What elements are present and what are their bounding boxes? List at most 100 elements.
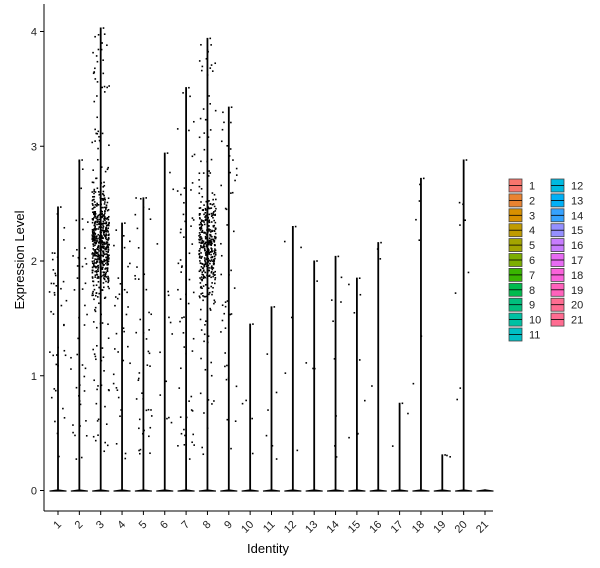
data-point <box>107 234 110 237</box>
data-point <box>105 206 107 209</box>
data-point <box>209 291 211 294</box>
data-point <box>206 226 209 228</box>
data-point <box>94 310 97 313</box>
data-point <box>76 277 79 279</box>
data-point <box>211 70 214 72</box>
data-point <box>199 262 202 264</box>
data-point <box>106 257 109 260</box>
data-point <box>96 273 98 276</box>
data-point <box>97 434 99 436</box>
data-point <box>107 246 110 248</box>
data-point <box>104 170 107 173</box>
data-point <box>209 240 211 243</box>
data-point <box>108 287 110 290</box>
data-point <box>226 145 229 147</box>
data-point <box>107 279 110 281</box>
data-point <box>454 292 457 294</box>
data-point <box>206 245 208 248</box>
data-point <box>209 129 212 131</box>
x-tick-label: 1 <box>51 519 64 532</box>
data-point <box>100 235 103 237</box>
data-point <box>100 247 103 249</box>
data-point <box>92 211 94 214</box>
data-point <box>212 286 214 289</box>
data-point <box>84 247 86 249</box>
data-point <box>102 231 105 234</box>
legend-label-11: 11 <box>529 330 540 342</box>
data-point <box>101 289 103 291</box>
x-tick-label: 17 <box>389 519 406 536</box>
data-point <box>203 340 205 343</box>
data-point <box>145 409 148 412</box>
data-point <box>93 288 96 291</box>
data-point <box>199 255 201 258</box>
data-point <box>123 288 126 291</box>
data-point <box>203 244 205 246</box>
data-point <box>94 248 97 251</box>
data-point <box>184 220 186 223</box>
data-point <box>101 260 104 263</box>
data-point <box>206 239 209 241</box>
data-point <box>139 318 142 321</box>
data-point <box>101 261 103 264</box>
data-point <box>210 271 213 274</box>
data-point <box>200 228 203 230</box>
data-point <box>60 287 62 290</box>
data-point <box>108 85 110 87</box>
data-point <box>168 416 170 419</box>
data-point <box>208 228 210 230</box>
data-point <box>104 243 106 245</box>
data-point <box>371 385 373 387</box>
legend-label-7: 7 <box>529 270 535 282</box>
data-point <box>92 321 95 323</box>
data-point <box>209 203 212 205</box>
data-point <box>91 260 94 263</box>
data-point <box>81 364 84 366</box>
data-point <box>95 252 98 255</box>
data-point <box>183 187 186 189</box>
data-point <box>58 455 60 458</box>
data-point <box>102 186 105 188</box>
data-point <box>107 238 109 241</box>
data-point <box>92 196 94 198</box>
data-point <box>207 241 210 244</box>
data-point <box>229 148 232 150</box>
data-point <box>192 219 195 221</box>
data-point <box>72 424 74 426</box>
data-point <box>94 206 96 209</box>
data-point <box>125 313 128 316</box>
data-point <box>225 378 228 381</box>
data-point <box>188 458 191 460</box>
data-point <box>198 207 201 209</box>
data-point <box>57 364 59 367</box>
data-point <box>135 331 138 334</box>
data-point <box>208 219 211 222</box>
data-point <box>93 241 96 244</box>
data-point <box>92 169 94 171</box>
data-point <box>147 350 150 353</box>
data-point <box>205 251 208 253</box>
violin-cluster-15 <box>348 277 366 492</box>
data-point <box>198 214 201 216</box>
data-point <box>94 439 97 442</box>
data-point <box>230 192 232 194</box>
data-point <box>100 359 103 362</box>
data-point <box>200 201 202 203</box>
data-point <box>212 225 215 227</box>
data-point <box>191 182 194 184</box>
data-point <box>100 384 103 387</box>
data-point <box>54 274 57 277</box>
x-tick-label: 2 <box>73 519 86 532</box>
data-point <box>156 243 159 245</box>
data-point <box>101 241 104 243</box>
data-point <box>99 247 101 250</box>
legend-label-1: 1 <box>529 181 535 193</box>
data-point <box>176 190 179 192</box>
data-point <box>231 191 234 194</box>
x-tick-label: 8 <box>201 519 214 532</box>
data-point <box>95 55 98 57</box>
data-point <box>211 242 213 245</box>
data-point <box>137 377 140 380</box>
data-point <box>105 238 108 241</box>
jitter-points-layer <box>48 27 470 460</box>
